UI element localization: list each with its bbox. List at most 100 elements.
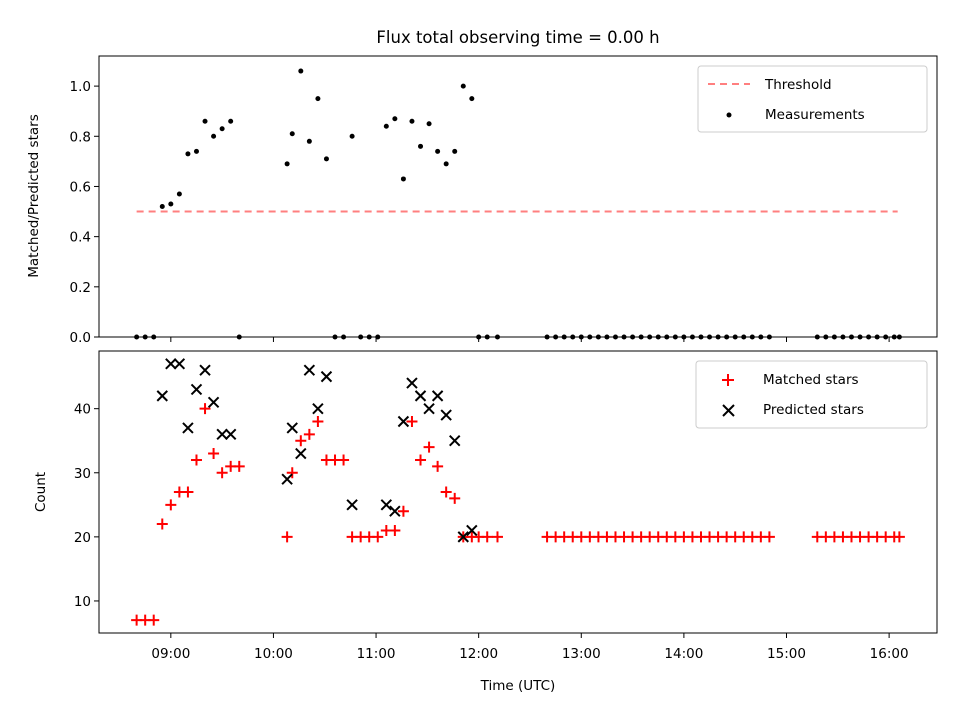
measurement-point xyxy=(323,156,329,162)
bottom-y-tick-label: 30 xyxy=(74,466,91,482)
measurement-point xyxy=(298,68,304,74)
measurement-point xyxy=(349,133,355,139)
matched-star-point xyxy=(440,486,452,498)
legend-predicted-label: Predicted stars xyxy=(763,402,864,418)
top-y-tick-label: 0.0 xyxy=(70,330,91,346)
measurement-point xyxy=(383,123,389,129)
measurement-point xyxy=(202,118,208,124)
x-tick-label: 15:00 xyxy=(767,646,806,662)
measurement-point xyxy=(159,204,165,210)
measurement-point xyxy=(469,96,475,102)
bottom-y-axis-label: Count xyxy=(33,472,49,512)
top-y-tick-label: 0.4 xyxy=(70,230,91,246)
matched-star-point xyxy=(286,467,298,479)
top-chart-title: Flux total observing time = 0.00 h xyxy=(376,28,659,47)
measurement-point xyxy=(168,201,174,207)
matched-star-point xyxy=(148,614,160,626)
legend-matched-label: Matched stars xyxy=(763,372,859,388)
predicted-star-point xyxy=(423,402,435,415)
predicted-star-point xyxy=(312,402,324,415)
predicted-star-point xyxy=(216,428,228,441)
matched-star-point xyxy=(216,467,228,479)
top-y-tick-label: 0.8 xyxy=(70,129,91,145)
top-axes-frame xyxy=(98,55,938,338)
top-y-axis-label: Matched/Predicted stars xyxy=(26,114,42,277)
bottom-y-tick-label: 10 xyxy=(74,594,91,610)
predicted-star-point xyxy=(156,390,168,402)
measurement-point xyxy=(193,148,199,154)
matched-star-point xyxy=(893,531,905,543)
bottom-legend-box xyxy=(695,360,928,429)
legend-predicted-swatch xyxy=(722,404,735,417)
matched-star-point xyxy=(303,428,315,440)
bottom-legend: Matched stars Predicted stars xyxy=(695,360,928,429)
top-legend: Threshold Measurements xyxy=(697,65,928,133)
top-y-tick-label: 1.0 xyxy=(70,79,91,95)
predicted-star-point xyxy=(466,524,478,537)
measurement-point xyxy=(315,96,321,102)
predicted-star-point xyxy=(380,499,393,511)
measurement-point xyxy=(460,83,466,89)
predicted-star-point xyxy=(346,499,358,511)
x-tick-label: 14:00 xyxy=(664,646,703,662)
bottom-plot-area: 10 20 30 40 09:00 10:00 11:00 12:00 13:00 14:00 15… xyxy=(74,358,909,662)
matched-star-point xyxy=(199,403,211,415)
matched-star-point xyxy=(190,454,202,466)
predicted-star-point xyxy=(207,396,220,408)
matched-star-point xyxy=(432,460,444,472)
predicted-star-point xyxy=(414,390,427,402)
measurement-point xyxy=(228,118,234,124)
measurement-point xyxy=(392,116,398,122)
matched-star-point xyxy=(423,441,435,453)
x-tick-label: 12:00 xyxy=(459,646,498,662)
measurement-point xyxy=(452,148,458,154)
matched-star-point xyxy=(295,435,307,447)
measurement-point xyxy=(443,161,449,167)
x-tick-label: 11:00 xyxy=(357,646,396,662)
measurement-point xyxy=(306,138,312,144)
predicted-star-point xyxy=(440,409,452,421)
predicted-star-point xyxy=(449,435,461,447)
top-legend-box xyxy=(697,65,928,133)
predicted-star-point xyxy=(457,531,469,543)
predicted-star-point xyxy=(286,422,298,434)
matched-star-point xyxy=(281,531,293,543)
bottom-panel: 10 20 30 40 09:00 10:00 11:00 12:00 13:00 14:00 15… xyxy=(33,350,938,694)
matched-star-point xyxy=(415,454,427,466)
measurement-point xyxy=(289,131,295,137)
legend-threshold-label: Threshold xyxy=(764,77,832,93)
predicted-star-point xyxy=(303,364,316,376)
predicted-star-point xyxy=(295,447,307,460)
matched-star-point xyxy=(208,448,220,460)
measurement-point xyxy=(176,191,182,197)
predicted-star-point xyxy=(431,390,444,402)
bottom-y-tick-label: 40 xyxy=(74,402,91,418)
bottom-y-tick-label: 20 xyxy=(74,530,91,546)
predicted-star-point xyxy=(224,428,237,441)
measurement-point xyxy=(426,121,432,127)
top-y-tick-label: 0.6 xyxy=(70,179,91,195)
measurement-point xyxy=(409,118,415,124)
measurement-point xyxy=(400,176,406,182)
matched-star-point xyxy=(312,416,324,427)
matched-star-point xyxy=(165,499,177,511)
predicted-star-point xyxy=(165,358,177,370)
matched-star-point xyxy=(338,454,350,466)
matched-star-point xyxy=(372,531,384,543)
top-y-tick-label: 0.2 xyxy=(70,280,91,296)
x-tick-label: 13:00 xyxy=(562,646,601,662)
predicted-star-point xyxy=(190,383,203,396)
matched-star-point xyxy=(389,524,401,536)
x-axis-label: Time (UTC) xyxy=(480,678,556,694)
matched-star-point xyxy=(491,531,503,543)
matched-star-point xyxy=(406,416,418,427)
predicted-star-point xyxy=(320,370,333,383)
matched-star-point xyxy=(397,505,409,517)
measurement-point xyxy=(284,161,290,167)
top-panel: Flux total observing time = 0.00 h 0.0 0.… xyxy=(26,28,938,346)
matched-star-point xyxy=(156,518,168,530)
measurement-point xyxy=(435,148,441,154)
matched-star-point xyxy=(763,531,775,543)
x-tick-label: 10:00 xyxy=(254,646,293,662)
